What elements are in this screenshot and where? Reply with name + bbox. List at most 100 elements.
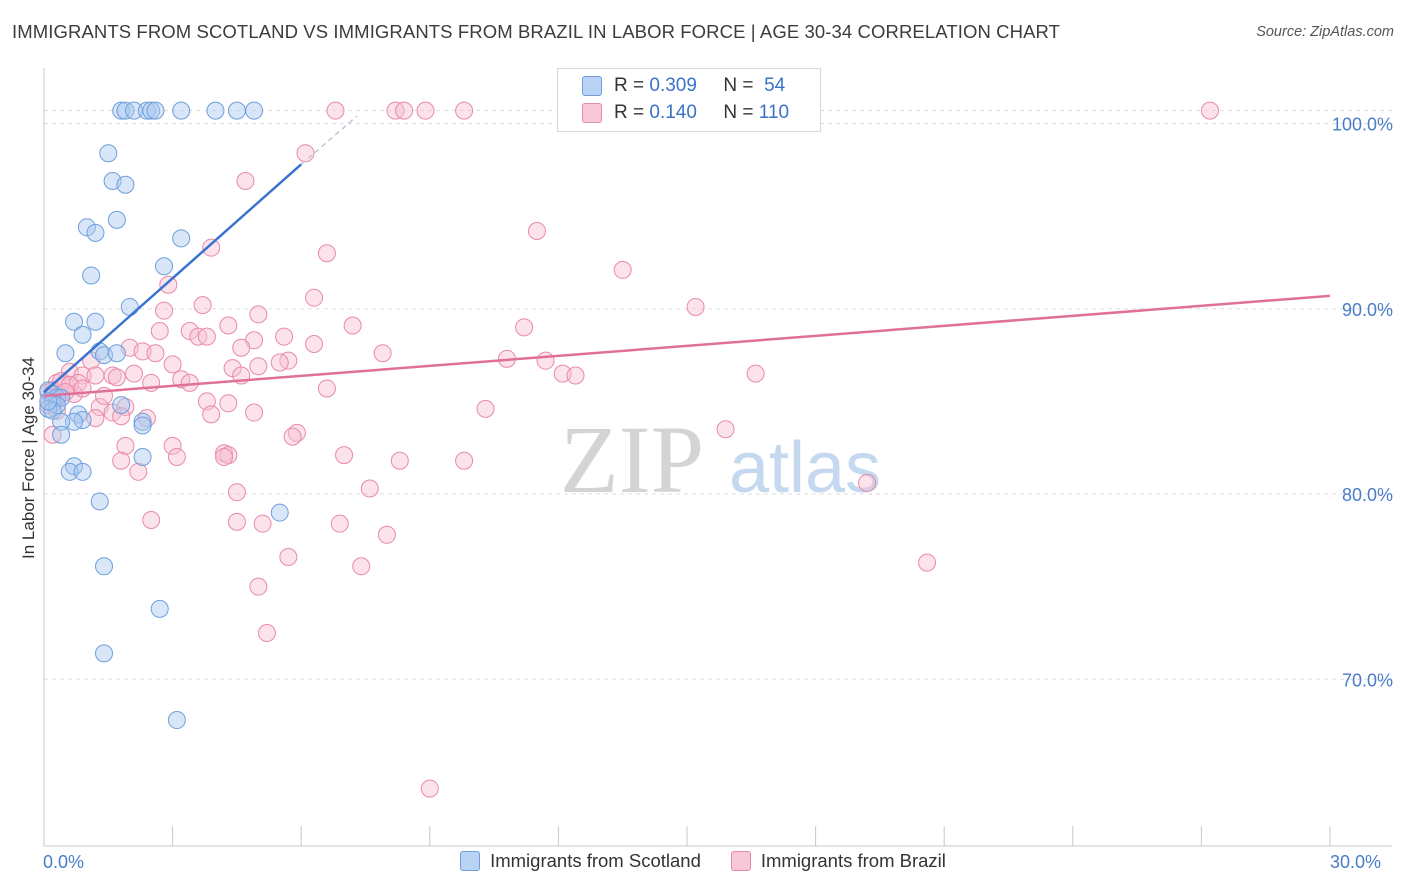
legend-row-brazil: R = 0.140 N = 110 [582,101,789,125]
scotland-r-value: 0.309 [649,75,697,96]
brazil-point-47 [172,370,191,389]
brazil-point-91 [253,514,272,533]
watermark-zip: ZIP [560,406,704,513]
brazil-point-8 [527,222,546,241]
brazil-point-43 [86,366,105,385]
brazil-point-98 [257,623,276,642]
brazil-r-label: R = [614,102,645,123]
brazil-point-92 [330,514,349,533]
brazil-point-68 [202,405,221,424]
scotland-legend-swatch [460,851,481,871]
scotland-point-16 [172,229,191,248]
brazil-point-72 [716,420,735,439]
scotland-point-45 [60,462,79,481]
scotland-point-41 [112,396,131,415]
scotland-point-0 [112,101,131,120]
scotland-point-12 [116,175,135,194]
scotland-point-51 [95,644,114,663]
brazil-point-16 [155,301,174,320]
brazil-point-74 [283,427,302,446]
scotland-point-53 [39,392,58,411]
gridlines [44,110,1392,680]
scotland-point-15 [86,223,105,242]
brazil-point-27 [305,335,324,354]
scotland-point-20 [65,312,84,331]
brazil-point-51 [746,364,765,383]
scotland-point-50 [150,599,169,618]
brazil-point-94 [279,548,298,567]
scotland-point-4 [142,101,161,120]
scotland-point-18 [82,266,101,285]
brazil-point-31 [146,344,165,363]
watermark: ZIP atlas [560,406,881,513]
legend-item-brazil[interactable]: Immigrants from Brazil [730,850,946,872]
scotland-point-52 [167,711,186,730]
brazil-point-79 [215,448,234,466]
brazil-point-86 [858,473,877,492]
brazil-point-17 [249,305,268,324]
brazil-point-25 [275,327,294,346]
brazil-point-67 [245,403,264,422]
scotland-point-43 [133,448,152,466]
scotland-point-39 [133,412,152,431]
scotland-trendline-extension [300,115,358,165]
scotland-point-23 [56,344,75,363]
scotland-point-8 [227,101,246,120]
scotland-point-13 [107,210,126,229]
brazil-point-7 [236,171,255,190]
brazil-point-18 [343,316,362,335]
brazil-point-81 [167,448,186,466]
brazil-point-5 [1200,101,1219,120]
brazil-point-83 [390,451,409,470]
scotland-point-17 [155,257,174,276]
scotland-point-9 [245,101,264,120]
brazil-point-93 [377,525,396,544]
scotland-point-19 [120,297,139,316]
brazil-point-15 [686,297,705,316]
brazil-point-2 [395,101,414,120]
scotland-point-37 [65,412,84,431]
brazil-point-3 [416,101,435,120]
legend-item-scotland[interactable]: Immigrants from Scotland [460,850,701,872]
brazil-point-11 [613,260,632,279]
brazil-legend-swatch [730,851,751,871]
brazil-point-40 [249,357,268,376]
x-tick-label-max: 30.0% [1330,852,1382,872]
scotland-point-48 [270,503,289,522]
brazil-point-46 [125,364,144,383]
brazil-point-12 [159,275,178,294]
scotland-point-22 [73,325,92,344]
scotland-point-47 [90,492,109,511]
scotland-point-14 [77,218,96,237]
brazil-point-87 [360,479,379,498]
brazil-point-0 [326,101,345,120]
brazil-point-84 [455,451,474,470]
y-tick-label-100: 100.0% [1332,115,1393,135]
brazil-point-88 [227,483,246,502]
scotland-point-7 [206,101,225,120]
scotland-point-21 [86,312,105,331]
scotland-point-5 [146,101,165,120]
brazil-point-62 [219,394,238,413]
brazil-point-89 [142,510,161,529]
brazil-point-4 [455,101,474,120]
scotland-point-10 [99,144,118,163]
axes [43,68,1392,847]
scotland-point-42 [52,425,71,444]
y-tick-labels: 70.0% 80.0% 90.0% 100.0% [1332,115,1393,691]
y-tick-label-80: 80.0% [1342,485,1393,505]
scotland-point-26 [107,344,126,363]
brazil-point-82 [112,451,131,470]
brazil-point-37 [536,351,555,370]
brazil-point-97 [249,577,268,596]
series-legend: Immigrants from Scotland Immigrants from… [0,850,1406,872]
source-label: Source: ZipAtlas.com [1256,24,1394,40]
brazil-point-80 [335,446,354,465]
scotland-legend-label: Immigrants from Scotland [490,850,701,871]
brazil-point-20 [180,322,199,341]
chart-title: IMMIGRANTS FROM SCOTLAND VS IMMIGRANTS F… [12,21,1061,42]
brazil-point-35 [270,353,289,372]
brazil-point-76 [116,436,135,455]
brazil-point-66 [476,399,495,418]
